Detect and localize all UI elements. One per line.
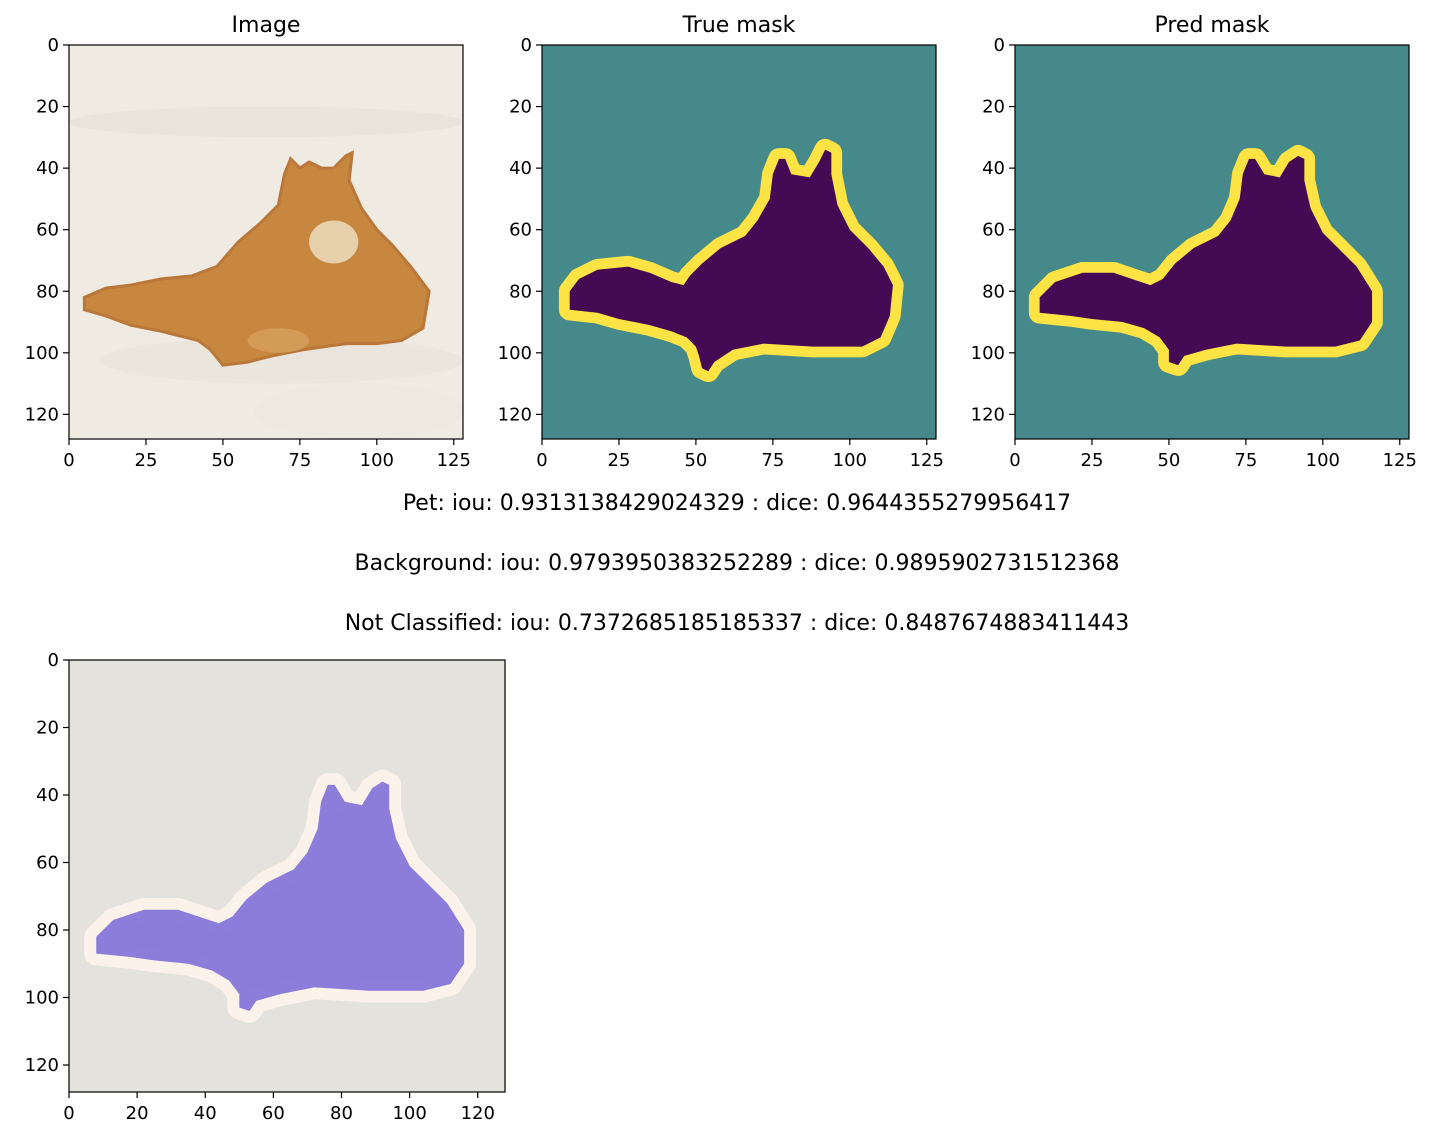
x-tick-label: 50	[684, 450, 707, 471]
panel-image	[69, 45, 463, 439]
y-tick-label: 20	[36, 718, 59, 739]
y-tick-label: 40	[36, 158, 59, 179]
y-tick-label: 100	[25, 988, 59, 1009]
y-tick-label: 120	[498, 404, 532, 425]
x-tick-label: 125	[1383, 450, 1417, 471]
x-tick-label: 25	[608, 450, 631, 471]
y-tick-label: 80	[982, 281, 1005, 302]
y-tick-label: 20	[982, 97, 1005, 118]
panel-4: 0 20 40 60 80 100 120 0 20 40 60 80 100 120	[25, 650, 506, 1124]
x-tick-label: 100	[360, 450, 394, 471]
panel-3: Pred mask 0 25 50 75 100 125 0 20 40 60 80 100 120	[971, 13, 1417, 471]
y-tick-label: 40	[982, 158, 1005, 179]
y-tick-label: 40	[36, 785, 59, 806]
x-tick-label: 100	[1306, 450, 1340, 471]
x-tick-label: 0	[63, 450, 74, 471]
y-tick-label: 60	[509, 220, 532, 241]
metric-pet: Pet: iou: 0.9313138429024329 : dice: 0.9…	[402, 491, 1072, 516]
y-tick-label: 120	[25, 1055, 59, 1076]
y-tick-label: 0	[48, 650, 59, 671]
cat-paw	[247, 328, 310, 353]
y-tick-label: 100	[25, 343, 59, 364]
x-tick-label: 60	[262, 1103, 285, 1124]
axes-frame	[1014, 44, 1410, 440]
panel-title: Image	[232, 13, 301, 38]
y-tick-label: 80	[36, 281, 59, 302]
panel-2: True mask 0 25 50 75 100 125 0 20 40 60 80 100 120	[498, 13, 944, 471]
axes-frame	[68, 659, 506, 1093]
x-tick-label: 100	[392, 1103, 426, 1124]
x-tick-label: 125	[910, 450, 944, 471]
blanket-fold	[99, 337, 463, 384]
x-tick-label: 25	[1081, 450, 1104, 471]
x-tick-label: 0	[1009, 450, 1020, 471]
x-tick-label: 75	[1234, 450, 1257, 471]
x-tick-label: 25	[135, 450, 158, 471]
y-tick-label: 0	[994, 35, 1005, 56]
metric-background: Background: iou: 0.9793950383252289 : di…	[354, 551, 1120, 576]
blanket-fold	[69, 106, 463, 138]
y-tick-label: 60	[36, 853, 59, 874]
x-tick-label: 125	[437, 450, 471, 471]
panel-title: Pred mask	[1154, 13, 1269, 38]
x-tick-label: 50	[1157, 450, 1180, 471]
axes-frame	[541, 44, 937, 440]
x-tick-label: 80	[330, 1103, 353, 1124]
panel-image	[1015, 45, 1409, 439]
y-tick-label: 80	[36, 920, 59, 941]
axes-frame	[68, 44, 464, 440]
panel-image	[69, 660, 505, 1092]
y-tick-label: 0	[521, 35, 532, 56]
y-tick-label: 120	[971, 404, 1005, 425]
panel-1: Image 0 25 50 75 100 125 0 20 40 60 80 100 120	[25, 13, 471, 471]
x-tick-label: 100	[833, 450, 867, 471]
y-tick-label: 20	[509, 97, 532, 118]
metric-not-classified: Not Classified: iou: 0.7372685185185337 …	[344, 611, 1130, 636]
x-tick-label: 120	[461, 1103, 495, 1124]
y-tick-label: 80	[509, 281, 532, 302]
x-tick-label: 75	[288, 450, 311, 471]
panel-title: True mask	[682, 13, 796, 38]
x-tick-label: 75	[761, 450, 784, 471]
x-tick-label: 40	[194, 1103, 217, 1124]
x-tick-label: 50	[211, 450, 234, 471]
y-tick-label: 100	[971, 343, 1005, 364]
blanket-fold	[253, 383, 463, 439]
y-tick-label: 60	[36, 220, 59, 241]
cat-chest	[309, 220, 359, 264]
y-tick-label: 120	[25, 404, 59, 425]
x-tick-label: 20	[126, 1103, 149, 1124]
y-tick-label: 0	[48, 35, 59, 56]
x-tick-label: 0	[536, 450, 547, 471]
y-tick-label: 60	[982, 220, 1005, 241]
y-tick-label: 40	[509, 158, 532, 179]
y-tick-label: 100	[498, 343, 532, 364]
y-tick-label: 20	[36, 97, 59, 118]
metrics-block: Pet: iou: 0.9313138429024329 : dice: 0.9…	[0, 474, 1454, 654]
panel-image	[542, 45, 936, 439]
x-tick-label: 0	[63, 1103, 74, 1124]
